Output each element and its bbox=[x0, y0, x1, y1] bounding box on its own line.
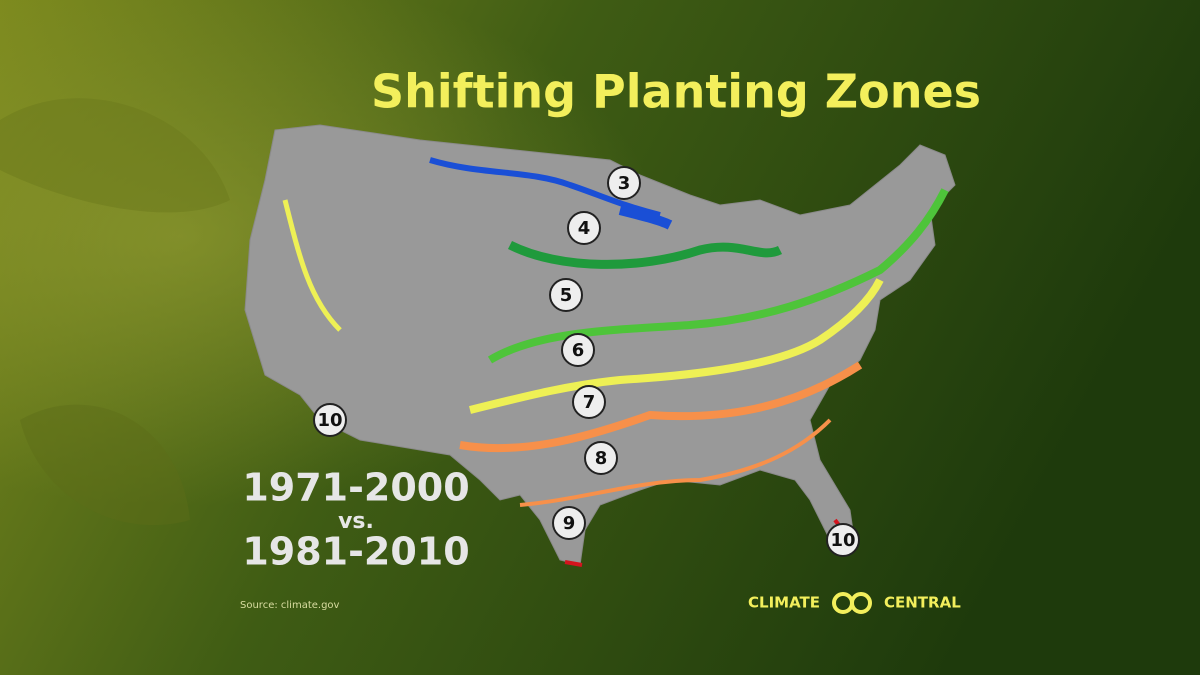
zone-label: 5 bbox=[560, 285, 573, 306]
zone-label: 4 bbox=[578, 218, 591, 239]
source: Source: climate.gov bbox=[240, 600, 340, 611]
zone-badge bbox=[572, 385, 606, 419]
zone-labels: 3 4 5 6 7 8 9 10 10 bbox=[313, 166, 860, 557]
zone-badge bbox=[561, 333, 595, 367]
zone-band bbox=[618, 205, 673, 230]
zone-band bbox=[282, 199, 342, 332]
zone-badge bbox=[584, 441, 618, 475]
period-a: 1971-2000 bbox=[242, 466, 469, 510]
zone-badge bbox=[313, 403, 347, 437]
zone-badge bbox=[552, 506, 586, 540]
title: Shifting Planting Zones bbox=[371, 65, 981, 119]
zone-band bbox=[459, 361, 863, 453]
period-b: 1981-2010 bbox=[242, 530, 469, 574]
leaf-shape bbox=[20, 404, 190, 526]
zone-band bbox=[469, 278, 884, 414]
logo-left: CLIMATE bbox=[748, 594, 820, 612]
leaf-shape bbox=[0, 98, 230, 213]
zone-label: 7 bbox=[583, 392, 596, 413]
logo-ring bbox=[850, 592, 872, 614]
logo-right: CENTRAL bbox=[884, 594, 961, 612]
zone-label: 6 bbox=[572, 340, 585, 361]
zone-band bbox=[507, 240, 783, 269]
zone-label: 8 bbox=[595, 448, 608, 469]
zone-badge bbox=[826, 523, 860, 557]
logo: CLIMATE CENTRAL bbox=[748, 592, 961, 614]
zone-badge bbox=[567, 211, 601, 245]
zone-badge bbox=[549, 278, 583, 312]
zone-label: 10 bbox=[317, 410, 342, 431]
zone-band bbox=[519, 418, 832, 507]
zone-band bbox=[564, 560, 583, 567]
zone-band bbox=[429, 157, 661, 218]
us-map bbox=[244, 124, 956, 567]
period-separator: vs. bbox=[338, 509, 374, 534]
zone-label: 9 bbox=[563, 513, 576, 534]
zone-label: 3 bbox=[618, 173, 631, 194]
zone-label: 10 bbox=[830, 530, 855, 551]
zone-badge bbox=[607, 166, 641, 200]
